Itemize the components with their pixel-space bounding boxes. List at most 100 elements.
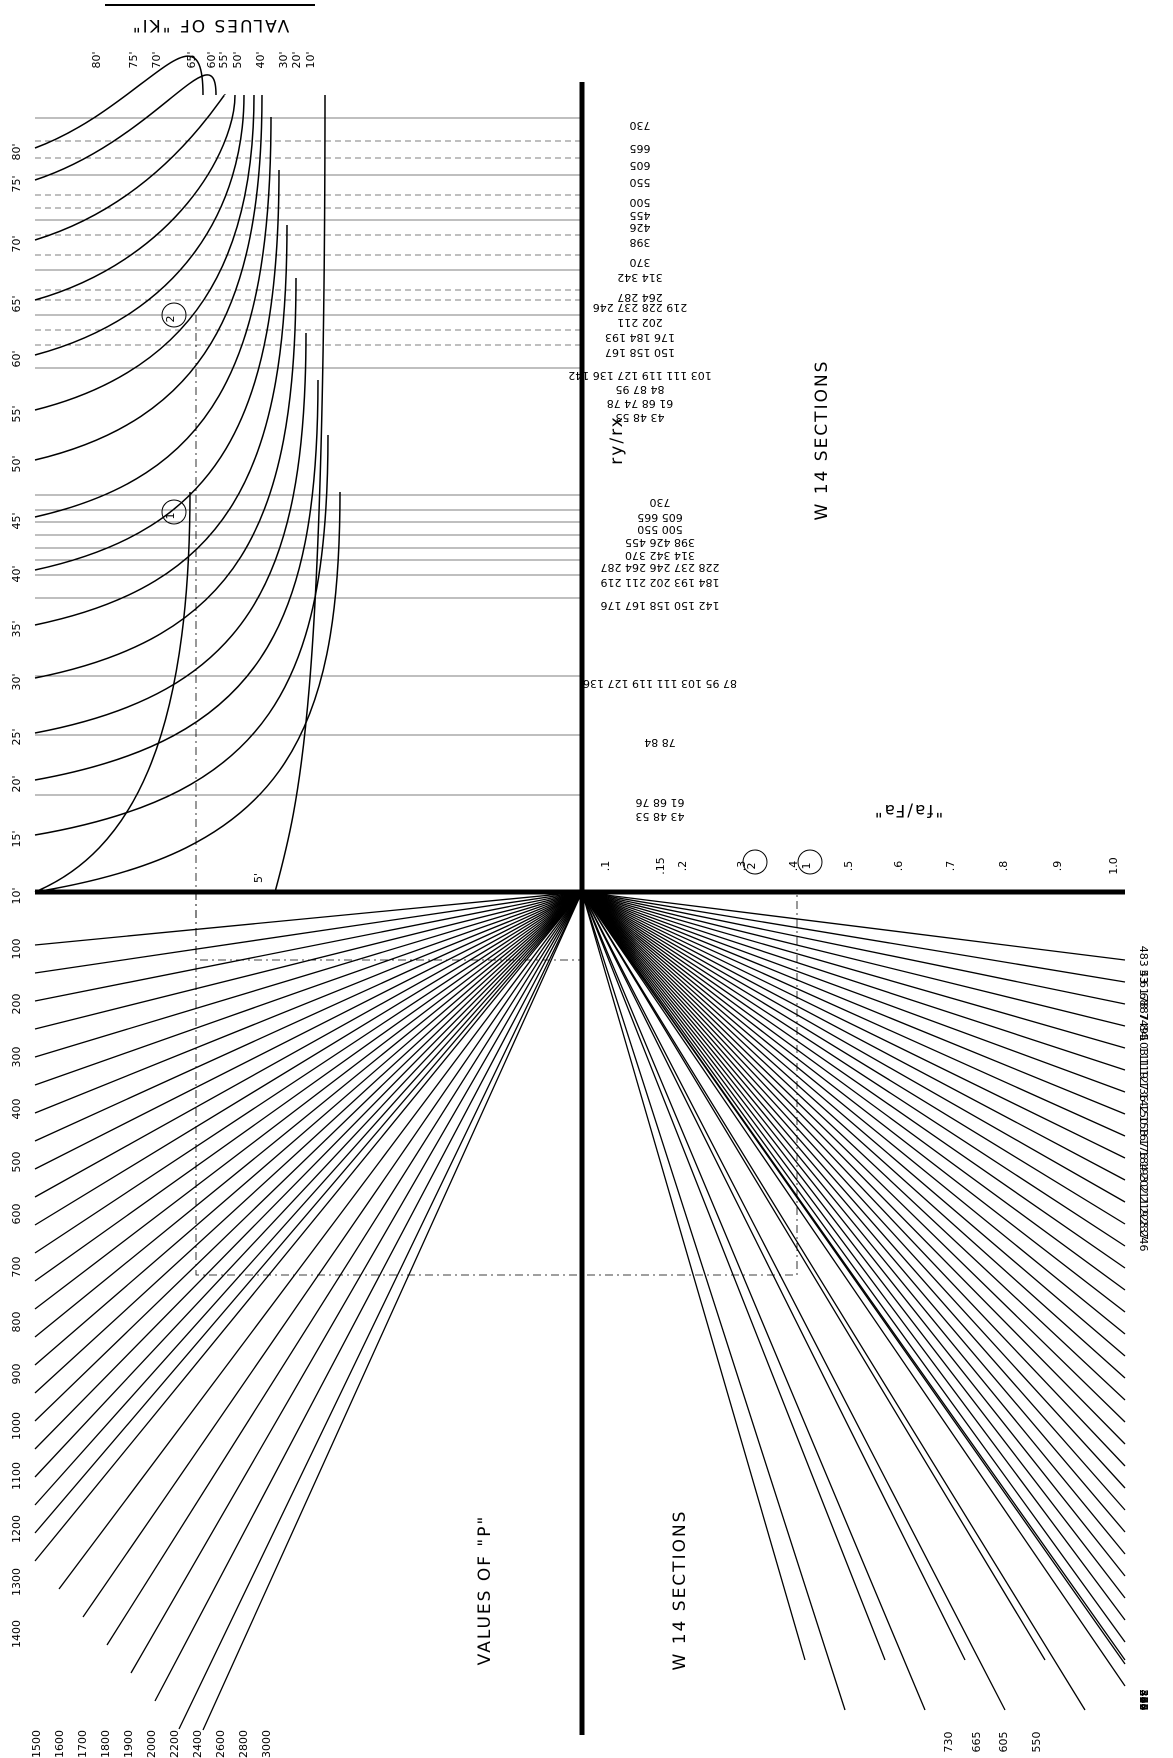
p-tick-label: 2600 (214, 1730, 227, 1758)
ry-rx-upper-label: 730 (630, 119, 651, 132)
w14-axis-label: 550 (1030, 1732, 1043, 1753)
marker-label: 1 (164, 513, 177, 520)
w14-ray (581, 891, 1126, 1577)
ki-top-label: 60' (205, 51, 218, 68)
ry-rx-lower-label: 228 237 246 264 287 (601, 561, 720, 574)
p-ray (154, 891, 583, 1702)
w14-section-label: 95 (1137, 1027, 1150, 1041)
p-tick-label: 100 (10, 939, 23, 960)
ki-curve (34, 379, 319, 781)
ry-rx-upper-label: 370 (630, 256, 651, 269)
w14-ray (581, 891, 1126, 1291)
example-path-3 (195, 892, 798, 1276)
w14-ray (581, 891, 1126, 1423)
p-ray (58, 891, 583, 1590)
w14-section-label: 158 (1137, 1116, 1150, 1137)
w14-section-label: 287 (1137, 1690, 1150, 1711)
w14-ray (581, 891, 1126, 1159)
w14-ray (581, 891, 1126, 1313)
w14-section-label: 142 (1137, 1093, 1150, 1114)
p-tick-label: 600 (10, 1204, 23, 1225)
w14-section-label: 103 (1137, 1035, 1150, 1056)
ki-tick-label: 35' (10, 620, 23, 637)
p-ray (34, 891, 583, 946)
p-tick-label: 1400 (10, 1620, 23, 1648)
w14-ray (581, 891, 1126, 1247)
w14-ray (581, 891, 1126, 1661)
ki-top-label: 65' (185, 51, 198, 68)
p-ray (34, 891, 583, 1114)
ry-rx-lower-label: 87 95 103 111 119 127 136 (583, 677, 737, 690)
ki-curve (34, 491, 191, 893)
fa-tick-label: 1.0 (1107, 857, 1120, 875)
ki-curve (34, 434, 329, 836)
ki-curve (34, 94, 226, 241)
w14-section-label: 264 (1137, 1690, 1150, 1711)
w14-section-label: 314 (1137, 1690, 1150, 1711)
fa-tick-label: .5 (842, 861, 855, 872)
fa-tick-label: .8 (997, 861, 1010, 872)
w14-section-label: 211 (1137, 1185, 1150, 1206)
ki-curve (34, 277, 297, 679)
w14-section-label: 150 (1137, 1104, 1150, 1125)
w14-section-label: 370 (1137, 1690, 1150, 1711)
w14-section-label: 193 (1137, 1162, 1150, 1183)
ry-rx-upper-label: 550 (630, 176, 651, 189)
p-tick-label: 200 (10, 994, 23, 1015)
fa-Fa-title: "fa/Fa" (873, 800, 943, 820)
w14-ray (581, 891, 1126, 1379)
section-rays (34, 891, 1126, 1731)
p-ray (34, 891, 583, 1002)
ry-rx-title: ry/rx (607, 415, 627, 464)
ry-rx-upper-label: 219 228 237 246 (593, 301, 687, 314)
w14-section-label: 184 (1137, 1150, 1150, 1171)
w14-ray (581, 891, 1006, 1711)
ry-rx-lower-label: 78 84 (644, 736, 676, 749)
ry-rx-upper-label: 103 111 119 127 136 142 (568, 369, 711, 382)
w14-ray (581, 891, 1126, 1445)
ry-rx-lower-label: 142 150 158 167 176 (601, 599, 720, 612)
p-ray (34, 891, 583, 974)
w14-section-label: 426 (1137, 1690, 1150, 1711)
ki-curve (34, 332, 307, 734)
p-tick-label: 2400 (191, 1730, 204, 1758)
w14-ray (581, 891, 1086, 1711)
w14-section-label: 228 (1137, 1208, 1150, 1229)
ki-curve (34, 491, 341, 893)
w14-section-label: 246 (1137, 1231, 1150, 1252)
p-tick-label: 300 (10, 1047, 23, 1068)
p-ray (178, 891, 583, 1730)
w14-section-label: 87 84 (1137, 1007, 1150, 1039)
guide-lines (35, 117, 798, 1276)
fa-tick-label: .1 (599, 861, 612, 872)
w14-ray (581, 891, 1126, 1335)
p-ray (202, 891, 583, 1731)
ki-tick-label: 65' (10, 295, 23, 312)
w14-section-label: 237 (1137, 1219, 1150, 1240)
ki-curve (34, 94, 255, 411)
p-ray (106, 891, 583, 1646)
w14-ray (581, 891, 1126, 1599)
w14-ray (581, 891, 1126, 1093)
p-tick-label: 1100 (10, 1462, 23, 1490)
ki-tick-label: 25' (10, 728, 23, 745)
p-tick-label: 2800 (237, 1730, 250, 1758)
ki-tick-label: 30' (10, 673, 23, 690)
ki-curve (34, 224, 288, 626)
fa-tick-label: .6 (892, 861, 905, 872)
ki-curve-5 (274, 94, 326, 893)
fa-tick-label: .15 (654, 857, 667, 875)
ry-rx-lower-label: 500 550 (637, 523, 683, 536)
ry-rx-lower-label: 398 426 455 (625, 536, 695, 549)
p-ray (34, 891, 583, 1394)
p-tick-label: 1700 (76, 1730, 89, 1758)
ry-rx-upper-label: 61 68 74 78 (607, 397, 673, 410)
p-ray (34, 891, 583, 1338)
w14-axis-label: 605 (997, 1732, 1010, 1753)
ry-rx-upper-label: 455 (630, 209, 651, 222)
ki-tick-label: 50' (10, 455, 23, 472)
ki-curve (34, 94, 236, 301)
p-tick-label: 400 (10, 1099, 23, 1120)
